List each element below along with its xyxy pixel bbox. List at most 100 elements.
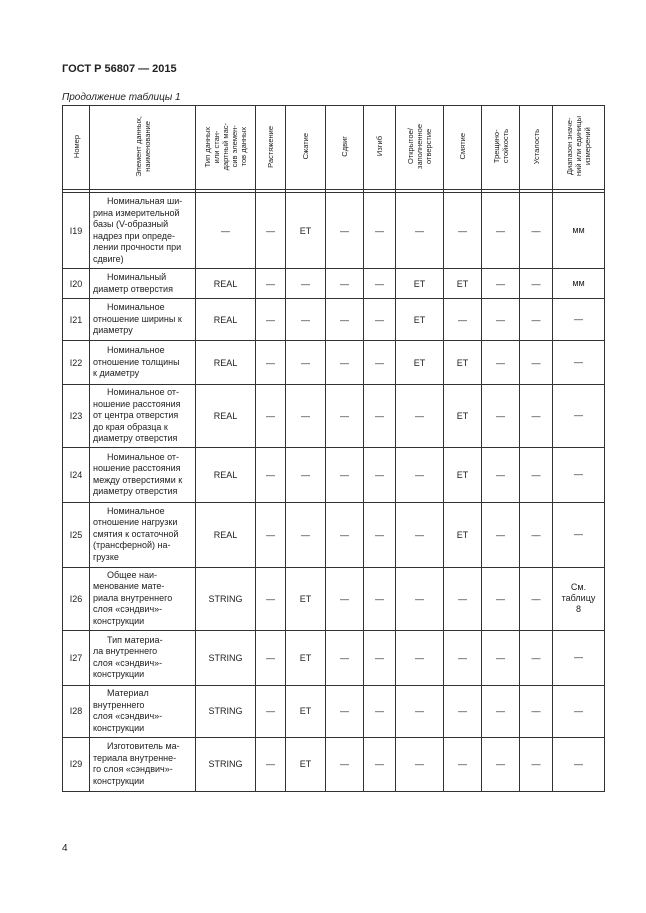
element-name-line: конструкции [93,615,145,626]
value-cell: — [443,298,482,341]
element-name-line: го слоя «сэндвич»- [93,764,173,774]
element-name-line: Номинальное [107,302,165,313]
table-row: I29 Изготовитель ма-териала внутренне-го … [62,736,605,792]
element-name-line: рина измерительной [93,207,180,218]
column-header-label: Диапазон значе- ний или единицы измерени… [565,116,592,177]
data-elements-table: Номер Элемент данных, наименование Тип дан… [62,105,605,792]
value-cell: — [519,340,553,385]
column-header-label: Сжатие [301,133,310,160]
column-header-label: Трещино- стойкость [491,129,510,164]
value-cell: — [481,736,520,792]
value-cell: — [325,192,364,269]
row-number: I23 [62,384,90,448]
value-cell: — [552,684,605,738]
value-cell: — [395,629,444,686]
column-header-label: Номер [71,134,81,159]
value-cell: — [255,268,286,299]
element-name-line: териала внутренне- [93,752,177,763]
value-cell: REAL [195,501,256,568]
value-cell: — [395,446,444,503]
value-cell: REAL [195,446,256,503]
column-header: Элемент данных, наименование [89,105,196,190]
element-name: Номинальное отношение толщины к диаметру [89,340,196,385]
value-cell: — [395,566,444,631]
element-name-line: отношение толщины [93,356,180,367]
value-cell: — [255,501,286,568]
column-header: Сдвиг [325,105,364,190]
value-cell: STRING [195,566,256,631]
value-cell: — [363,736,396,792]
value-cell: — [325,684,364,738]
element-name-line: конструкции [93,669,145,679]
element-name-line: диаметр отверстия [93,283,173,294]
value-cell: — [325,629,364,686]
value-cell: — [519,298,553,341]
element-name: Общее наи-менование мате-риала внутренне… [89,566,196,631]
value-cell: — [481,446,520,503]
element-name-line: грузке [93,551,119,562]
value-cell: — [325,268,364,299]
value-cell: — [443,684,482,738]
value-cell: — [325,446,364,503]
element-name: Материал внутреннего слоя «сэндвич»- констр… [89,684,196,738]
column-header: Открытое/ заполненное отверстие [395,105,444,190]
table-row: I26 Общее наи-менование мате-риала внутре… [62,566,605,631]
element-name-line: надрез при опреде- [93,230,176,241]
value-cell: — [255,684,286,738]
row-number: I26 [62,566,90,631]
value-cell: — [325,566,364,631]
value-cell: — [481,629,520,686]
table-continuation-caption: Продолжение таблицы 1 [62,92,181,103]
column-header: Изгиб [363,105,396,190]
row-number: I25 [62,501,90,568]
value-cell: — [363,192,396,269]
value-cell: ET [395,340,444,385]
column-header-label: Растяжение [266,125,275,168]
element-name-line: Общее наи- [107,569,157,580]
value-cell: ET [285,566,326,631]
element-name: Номинальный диаметр отверстия [89,268,196,299]
value-cell: — [395,192,444,269]
element-name-line: конструкции [93,775,145,786]
value-cell: — [255,340,286,385]
value-cell: ET [443,268,482,299]
document-header: ГОСТ Р 56807 — 2015 [62,63,177,75]
element-name: Номинальное отношение ширины к диаметру [89,298,196,341]
value-cell: ET [285,192,326,269]
value-cell: — [519,684,553,738]
table-row: I23 Номинальное от-ношение расстояния от ц… [62,384,605,448]
column-header: Смятие [443,105,482,190]
value-cell: — [552,340,605,385]
table-row: I28 Материал внутреннего слоя «сэндвич»- кон… [62,684,605,738]
value-cell: — [255,629,286,686]
value-cell: — [443,566,482,631]
value-cell: — [395,736,444,792]
value-cell: — [363,684,396,738]
element-name-line: менование мате- [93,581,165,592]
value-cell: — [443,629,482,686]
value-cell: — [255,192,286,269]
page-number: 4 [62,843,68,854]
value-cell: — [363,566,396,631]
element-name-line: до края образца к [93,421,168,432]
element-name-line: к диаметру [93,368,140,379]
row-number: I21 [62,298,90,341]
column-header: Усталость [519,105,553,190]
value-cell: — [285,340,326,385]
value-cell: — [481,384,520,448]
column-header-label: Открытое/ заполненное отверстие [406,124,433,169]
value-cell: ET [285,736,326,792]
value-cell: REAL [195,298,256,341]
value-cell: — [552,298,605,341]
value-cell: REAL [195,384,256,448]
value-cell: — [325,298,364,341]
column-header: Трещино- стойкость [481,105,520,190]
value-cell: — [325,736,364,792]
value-cell: — [552,384,605,448]
value-cell: — [255,298,286,341]
element-name: Изготовитель ма-териала внутренне-го сло… [89,736,196,792]
element-name-line: Материал [107,688,149,698]
value-cell: ET [443,340,482,385]
value-cell: — [255,566,286,631]
